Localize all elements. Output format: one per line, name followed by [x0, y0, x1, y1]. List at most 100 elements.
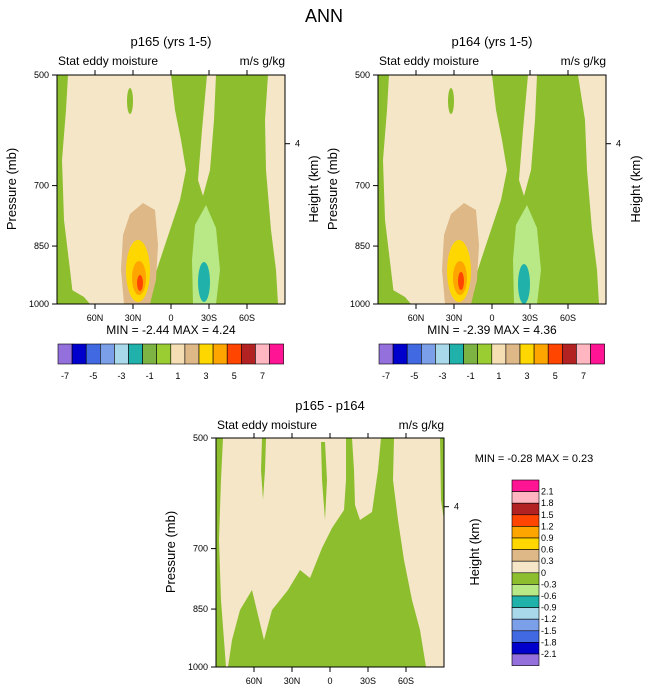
y-axis-left: 500 700 850 1000: [350, 70, 378, 309]
colorbar-swatch: [198, 343, 214, 365]
min-max-stats: MIN = -0.28 MAX = 0.23: [475, 453, 594, 465]
y-tick-label: 1000: [350, 299, 370, 309]
colorbar-swatch: [511, 491, 540, 504]
colorbar-label: -0.9: [541, 603, 557, 613]
panel-units-label: m/s g/kg: [399, 418, 444, 432]
colorbar-swatch: [511, 653, 540, 666]
region-green-left-bottom: [57, 290, 90, 304]
x-tick-label: 30N: [125, 313, 142, 323]
y-tick-label: 850: [355, 241, 370, 251]
colorbar-swatch: [519, 343, 535, 365]
region-green-small-blob: [448, 88, 454, 114]
panel-title: p164 (yrs 1-5): [452, 34, 533, 49]
colorbar-swatch: [420, 343, 436, 365]
colorbar-swatch: [511, 572, 540, 585]
x-tick-label: 30S: [201, 313, 217, 323]
y-tick-label: 700: [34, 181, 49, 191]
panel-units-label: m/s g/kg: [561, 54, 606, 68]
colorbar-swatch: [511, 595, 540, 608]
colorbar-swatch: [57, 343, 73, 365]
colorbar-swatch: [378, 343, 394, 365]
x-tick-label: 30S: [522, 313, 538, 323]
colorbar-swatch: [463, 343, 479, 365]
panel-units-label: m/s g/kg: [240, 54, 285, 68]
y-axis-right: 4: [444, 502, 459, 512]
colorbar-label: -1: [146, 371, 154, 381]
colorbar-swatch: [212, 343, 228, 365]
y-axis-left: 500 700 850 1000: [29, 70, 57, 309]
x-tick-label: 60N: [246, 676, 263, 686]
region-teal-cell: [198, 262, 210, 302]
y-tick-label: 500: [355, 70, 370, 80]
region-tan-right-edge: [578, 75, 606, 304]
colorbar-swatch: [114, 343, 129, 365]
colorbar-label: 3: [204, 371, 209, 381]
x-axis: 60N 30N 0 30S 60S: [87, 70, 255, 323]
colorbar-swatch: [255, 343, 270, 365]
colorbar-label: -1.8: [541, 637, 557, 647]
y-axis-title: Pressure (mb): [325, 148, 340, 230]
colorbar-swatch: [511, 584, 540, 597]
colorbar-label: -5: [89, 371, 97, 381]
colorbar-swatch: [511, 526, 540, 539]
x-tick-label: 60N: [87, 313, 104, 323]
colorbar-swatch: [269, 343, 284, 365]
colorbar-swatch: [71, 343, 87, 365]
colorbar: 2.11.8 1.51.2 0.9 0.60.3 0-0.3 -0.6 -0.9-1.2 -1…: [511, 479, 557, 666]
x-axis: 60N 30N 0 30S 60S: [246, 433, 414, 686]
region-green-right-main: [150, 75, 285, 304]
colorbar-swatch: [449, 343, 464, 365]
colorbar-swatch: [170, 343, 186, 365]
region-tan-right-edge: [265, 75, 285, 304]
colorbar-swatch: [511, 549, 540, 562]
colorbar-swatch: [511, 514, 540, 527]
region-tan-right-strip: [198, 75, 216, 196]
colorbar-swatch: [511, 630, 540, 643]
panel-title: p165 - p164: [295, 398, 364, 413]
colorbar-label: -5: [410, 371, 418, 381]
colorbar-label: 0.6: [541, 545, 554, 555]
colorbar-swatch: [576, 343, 591, 365]
panel-p164: p164 (yrs 1-5) Stat eddy moisture m/s g/…: [325, 34, 643, 381]
region-green-right-edge: [440, 438, 444, 520]
colorbar-swatch: [128, 343, 143, 365]
y-tick-label: 700: [355, 181, 370, 191]
height-tick-label: 4: [454, 502, 459, 512]
height-tick-label: 4: [295, 139, 300, 149]
colorbar-swatch: [85, 343, 101, 365]
colorbar-label: 5: [553, 371, 558, 381]
x-tick-label: 60S: [398, 676, 414, 686]
contour-field: [378, 75, 606, 304]
colorbar-swatch: [511, 502, 540, 516]
colorbar-label: 3: [525, 371, 530, 381]
colorbar-swatch: [100, 343, 115, 365]
colorbar-label: 7: [260, 371, 265, 381]
colorbar-swatch: [533, 343, 549, 365]
colorbar-label: 1: [175, 371, 180, 381]
colorbar-swatch: [547, 343, 563, 365]
y-tick-label: 850: [193, 604, 208, 614]
colorbar-swatch: [511, 479, 540, 492]
colorbar-swatch: [505, 343, 521, 365]
colorbar-swatch: [590, 343, 605, 365]
x-tick-label: 0: [168, 313, 173, 323]
y-tick-label: 500: [193, 433, 208, 443]
min-max-stats: MIN = -2.44 MAX = 4.24: [106, 323, 236, 337]
panel-left-label: Stat eddy moisture: [379, 54, 479, 68]
y-axis-left: 500 700 850 1000: [188, 433, 216, 672]
x-tick-label: 30S: [360, 676, 376, 686]
colorbar-label: 0.9: [541, 533, 554, 543]
region-green-left-bottom: [378, 290, 411, 304]
x-axis: 60N 30N 0 30S 60S: [408, 70, 576, 323]
x-tick-label: 60N: [408, 313, 425, 323]
colorbar-label: 1.8: [541, 498, 554, 508]
region-red-pos: [458, 272, 464, 290]
x-tick-label: 60S: [239, 313, 255, 323]
x-tick-label: 30N: [284, 676, 301, 686]
region-green-thin-a: [261, 438, 266, 500]
colorbar-label: 1.2: [541, 521, 554, 531]
y-axis-right: 4: [606, 139, 621, 149]
colorbar-label: -7: [382, 371, 390, 381]
panel-left-label: Stat eddy moisture: [58, 54, 158, 68]
